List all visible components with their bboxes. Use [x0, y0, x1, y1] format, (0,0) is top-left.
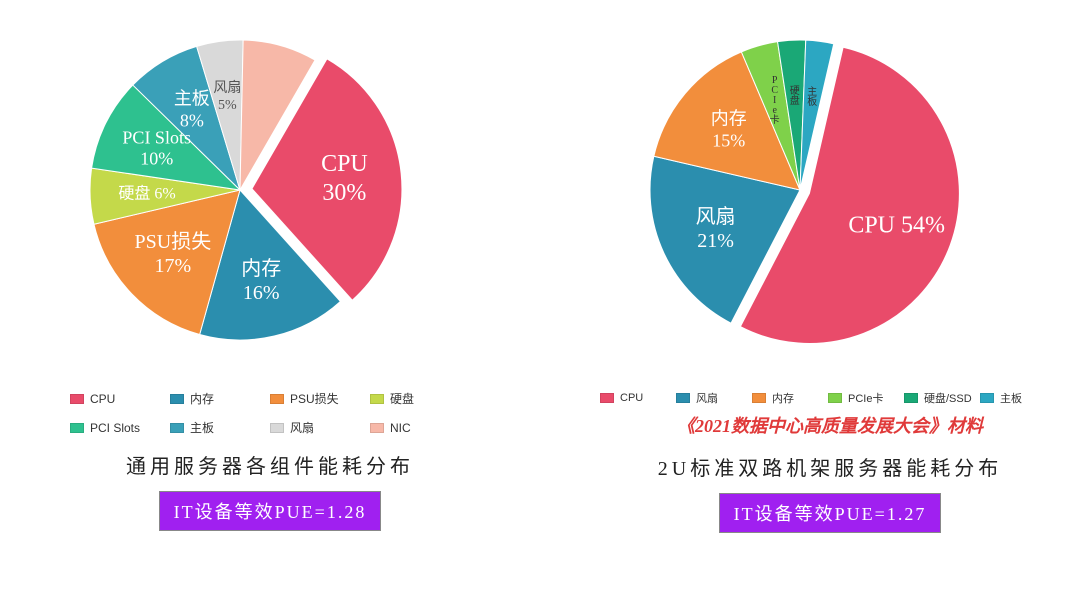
legend-item-硬盘: 硬盘: [370, 390, 470, 407]
legend-label: NIC: [390, 421, 411, 435]
legend-label: 风扇: [696, 390, 718, 406]
left-legend: CPU 内存 PSU损失 硬盘 PCI Slots 主板 风扇 NIC: [70, 390, 470, 436]
legend-swatch: [370, 394, 384, 404]
legend-item-硬盘/SSD: 硬盘/SSD: [904, 390, 980, 406]
left-chart-panel: CPU30%内存16%PSU损失17%硬盘 6%PCI Slots10%主板8%…: [50, 20, 490, 531]
legend-label: 主板: [1000, 390, 1022, 406]
legend-swatch: [370, 423, 384, 433]
right-pue-badge: IT设备等效PUE=1.27: [719, 493, 942, 533]
legend-item-内存: 内存: [170, 390, 270, 407]
legend-item-NIC: NIC: [370, 419, 470, 436]
legend-item-内存: 内存: [752, 390, 828, 406]
left-pie-svg: [50, 20, 490, 380]
legend-label: 硬盘/SSD: [924, 390, 972, 406]
legend-label: PCI Slots: [90, 421, 140, 435]
legend-label: 风扇: [290, 419, 314, 436]
legend-item-主板: 主板: [170, 419, 270, 436]
legend-swatch: [904, 393, 918, 403]
legend-item-主板: 主板: [980, 390, 1056, 406]
right-source-line: 《2021数据中心高质量发展大会》材料: [677, 412, 983, 438]
legend-swatch: [70, 423, 84, 433]
legend-item-CPU: CPU: [600, 390, 676, 406]
legend-item-PCI Slots: PCI Slots: [70, 419, 170, 436]
legend-item-风扇: 风扇: [676, 390, 752, 406]
left-pue-badge: IT设备等效PUE=1.28: [159, 491, 382, 531]
legend-swatch: [170, 423, 184, 433]
right-pie-chart: CPU 54%风扇21%内存15%PCIe卡硬盘主板: [580, 20, 1080, 380]
legend-swatch: [676, 393, 690, 403]
legend-swatch: [980, 393, 994, 403]
left-pie-chart: CPU30%内存16%PSU损失17%硬盘 6%PCI Slots10%主板8%…: [50, 20, 490, 380]
legend-swatch: [270, 394, 284, 404]
legend-swatch: [70, 394, 84, 404]
legend-label: PCIe卡: [848, 390, 883, 406]
right-pie-svg: [580, 20, 1080, 380]
legend-label: 内存: [190, 390, 214, 407]
legend-swatch: [600, 393, 614, 403]
legend-item-CPU: CPU: [70, 390, 170, 407]
legend-label: CPU: [90, 392, 115, 406]
legend-label: 内存: [772, 390, 794, 406]
legend-label: 主板: [190, 419, 214, 436]
legend-swatch: [752, 393, 766, 403]
legend-label: CPU: [620, 392, 643, 404]
legend-swatch: [828, 393, 842, 403]
right-chart-panel: CPU 54%风扇21%内存15%PCIe卡硬盘主板 CPU 风扇 内存 PCIe卡 硬…: [580, 20, 1080, 533]
right-legend: CPU 风扇 内存 PCIe卡 硬盘/SSD 主板: [600, 390, 1060, 406]
legend-swatch: [170, 394, 184, 404]
legend-label: PSU损失: [290, 390, 339, 407]
legend-item-风扇: 风扇: [270, 419, 370, 436]
legend-label: 硬盘: [390, 390, 414, 407]
legend-item-PSU损失: PSU损失: [270, 390, 370, 407]
legend-item-PCIe卡: PCIe卡: [828, 390, 904, 406]
left-caption: 通用服务器各组件能耗分布: [126, 450, 414, 479]
legend-swatch: [270, 423, 284, 433]
right-caption: 2U标准双路机架服务器能耗分布: [658, 452, 1002, 481]
